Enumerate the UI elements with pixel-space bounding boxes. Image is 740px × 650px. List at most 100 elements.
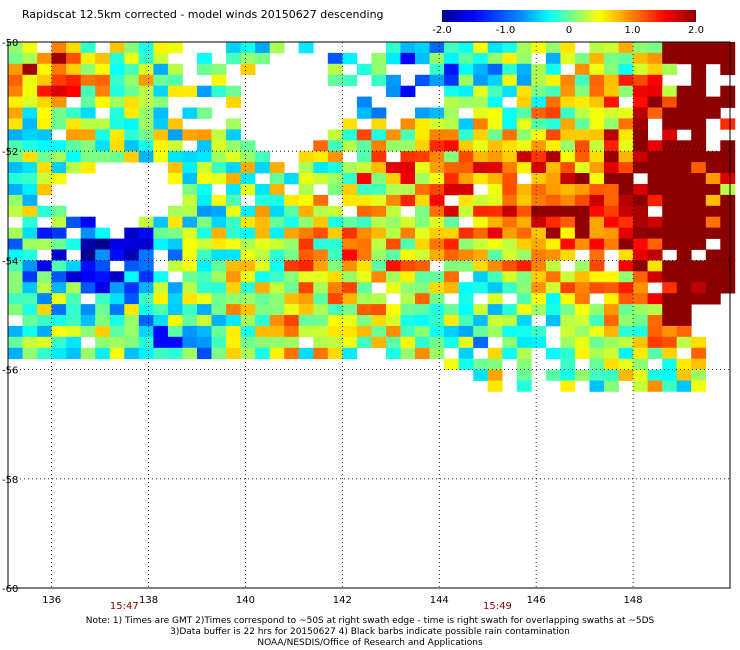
heatmap-cell	[647, 140, 663, 152]
heatmap-cell	[531, 282, 547, 294]
heatmap-cell	[676, 162, 692, 174]
heatmap-cell	[633, 194, 648, 207]
heatmap-cell	[197, 205, 212, 218]
heatmap-cell	[691, 52, 707, 65]
heatmap-cell	[51, 151, 67, 163]
heatmap-cell	[109, 315, 125, 327]
heatmap-cell	[647, 238, 663, 250]
heatmap-cell	[473, 52, 489, 65]
heatmap-cell	[589, 325, 605, 338]
heatmap-cell	[109, 249, 125, 261]
heatmap-cell	[371, 315, 387, 327]
heatmap-cell	[545, 107, 561, 119]
heatmap-cell	[531, 63, 547, 76]
heatmap-cell	[662, 238, 678, 250]
heatmap-cell	[95, 74, 111, 87]
heatmap-cell	[415, 194, 430, 207]
heatmap-cell	[226, 227, 241, 239]
heatmap-cell	[226, 173, 241, 185]
heatmap-cell	[313, 271, 329, 283]
heatmap-cell	[66, 260, 81, 272]
heatmap-cell	[604, 96, 619, 108]
heatmap-cell	[313, 140, 329, 152]
heatmap-cell	[458, 347, 474, 360]
heatmap-cell	[80, 52, 96, 65]
heatmap-cell	[211, 227, 227, 239]
heatmap-cell	[662, 118, 678, 130]
heatmap-cell	[604, 151, 619, 163]
y-tick-label: -52	[2, 147, 18, 158]
heatmap-cell	[371, 151, 387, 163]
heatmap-cell	[313, 336, 329, 349]
heatmap-cell	[327, 162, 343, 174]
heatmap-cell	[487, 358, 503, 370]
heatmap-cell	[487, 347, 503, 360]
heatmap-cell	[197, 315, 212, 327]
heatmap-cell	[415, 271, 430, 283]
heatmap-cell	[80, 304, 96, 316]
heatmap-cell	[80, 42, 96, 54]
x-tick-label: 142	[333, 595, 352, 606]
heatmap-cell	[720, 249, 736, 261]
heatmap-cell	[531, 74, 547, 87]
heatmap-cell	[255, 325, 270, 338]
heatmap-cell	[226, 325, 241, 338]
heatmap-cell	[444, 52, 459, 65]
heatmap-cell	[400, 347, 416, 360]
heatmap-cell	[400, 173, 416, 185]
footnote-line-1: Note: 1) Times are GMT 2)Times correspon…	[85, 616, 655, 626]
heatmap-cell	[109, 85, 125, 97]
heatmap-cell	[516, 260, 532, 272]
heatmap-cell	[516, 369, 532, 381]
heatmap-cell	[574, 85, 590, 97]
heatmap-cell	[269, 293, 285, 305]
heatmap-cell	[545, 249, 561, 261]
heatmap-cell	[153, 293, 169, 305]
heatmap-cell	[226, 52, 241, 65]
heatmap-cell	[647, 227, 663, 239]
heatmap-cell	[226, 42, 241, 54]
heatmap-cell	[8, 96, 23, 108]
heatmap-cell	[429, 184, 445, 196]
heatmap-cell	[109, 271, 125, 283]
heatmap-cell	[240, 151, 256, 163]
heatmap-cell	[167, 315, 183, 327]
heatmap-cell	[66, 42, 81, 54]
heatmap-cell	[298, 216, 314, 228]
heatmap-cell	[647, 194, 663, 207]
heatmap-cell	[560, 52, 576, 65]
heatmap-cell	[109, 129, 125, 141]
heatmap-cell	[589, 238, 605, 250]
heatmap-cell	[618, 249, 634, 261]
heatmap-cell	[124, 151, 140, 163]
heatmap-cell	[95, 129, 111, 141]
heatmap-cell	[429, 249, 445, 261]
heatmap-cell	[153, 238, 169, 250]
heatmap-cell	[37, 238, 52, 250]
heatmap-cell	[356, 271, 372, 283]
heatmap-cell	[356, 282, 372, 294]
heatmap-cell	[444, 358, 459, 370]
heatmap-cell	[255, 227, 270, 239]
heatmap-cell	[604, 380, 619, 392]
heatmap-cell	[167, 216, 183, 228]
heatmap-cell	[197, 129, 212, 141]
heatmap-cell	[138, 325, 154, 338]
heatmap-cell	[255, 304, 270, 316]
heatmap-cell	[226, 162, 241, 174]
heatmap-cell	[153, 107, 169, 119]
heatmap-cell	[240, 304, 256, 316]
heatmap-cell	[444, 238, 459, 250]
heatmap-cell	[705, 194, 721, 207]
heatmap-cell	[356, 107, 372, 119]
heatmap-cell	[545, 140, 561, 152]
heatmap-cell	[371, 325, 387, 338]
heatmap-cell	[458, 205, 474, 218]
heatmap-cell	[313, 260, 329, 272]
heatmap-cell	[51, 238, 67, 250]
heatmap-cell	[560, 282, 576, 294]
heatmap-cell	[211, 140, 227, 152]
heatmap-cell	[342, 249, 358, 261]
heatmap-cell	[356, 325, 372, 338]
heatmap-cell	[458, 42, 474, 54]
